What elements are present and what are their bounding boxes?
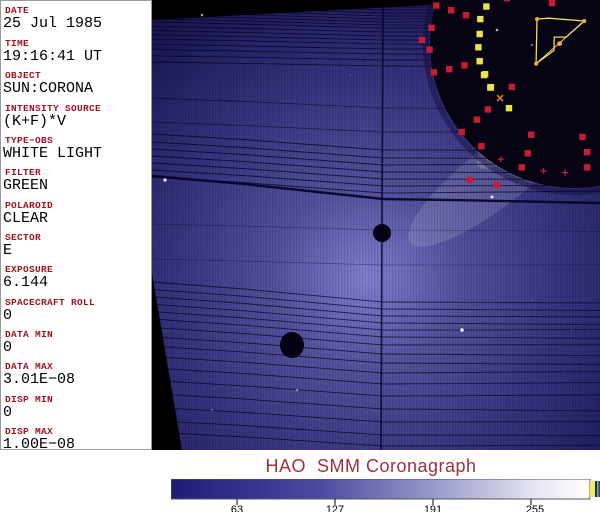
svg-text:255: 255 [526, 504, 544, 512]
svg-text:191: 191 [424, 504, 442, 512]
svg-text:63: 63 [231, 504, 243, 512]
svg-text:127: 127 [326, 504, 344, 512]
